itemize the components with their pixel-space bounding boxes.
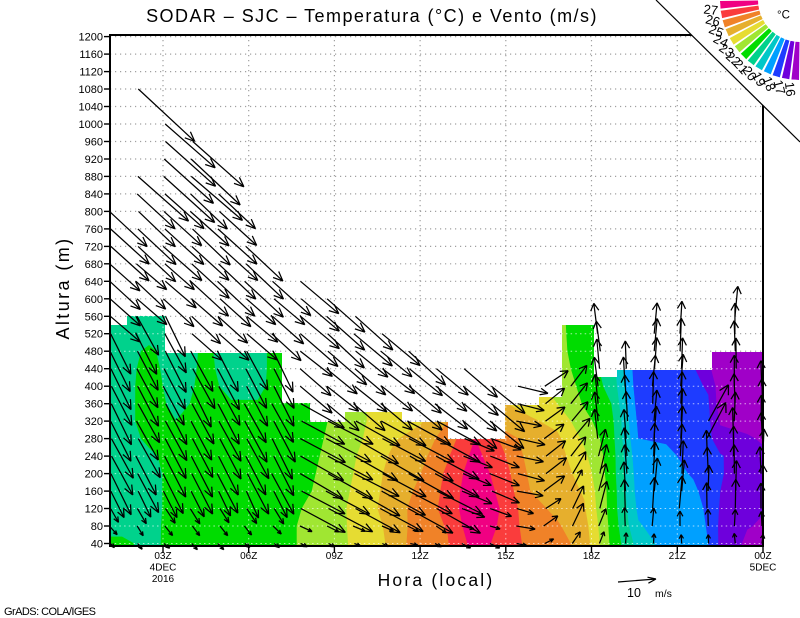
svg-text:200: 200 [85,469,103,481]
svg-text:40: 40 [91,539,103,551]
svg-text:160: 160 [85,486,103,498]
svg-text:280: 280 [85,434,103,446]
svg-text:23: 23 [716,40,736,61]
svg-text:1200: 1200 [79,32,103,44]
svg-text:320: 320 [85,416,103,428]
svg-text:960: 960 [85,137,103,149]
svg-text:4DEC: 4DEC [150,563,177,574]
svg-text:06Z: 06Z [240,551,257,562]
svg-text:680: 680 [85,259,103,271]
svg-text:09Z: 09Z [326,551,343,562]
svg-text:480: 480 [85,346,103,358]
svg-text:1120: 1120 [79,67,103,79]
svg-text:360: 360 [85,399,103,411]
svg-text:24: 24 [711,31,731,51]
svg-text:880: 880 [85,171,103,183]
svg-text:1040: 1040 [79,102,103,114]
svg-text:19: 19 [749,69,769,89]
svg-text:560: 560 [85,311,103,323]
svg-text:920: 920 [85,154,103,166]
svg-text:2016: 2016 [152,574,175,585]
svg-text:m/s: m/s [655,588,672,600]
svg-text:18Z: 18Z [583,551,600,562]
svg-text:5DEC: 5DEC [750,563,777,574]
svg-text:03Z: 03Z [154,551,171,562]
svg-text:18: 18 [760,74,779,93]
svg-text:15Z: 15Z [497,551,514,562]
svg-text:840: 840 [85,189,103,201]
svg-text:240: 240 [85,451,103,463]
svg-text:GrADS: COLA/IGES: GrADS: COLA/IGES [4,606,96,618]
svg-text:440: 440 [85,364,103,376]
svg-text:80: 80 [91,521,103,533]
svg-text:640: 640 [85,276,103,288]
svg-text:17: 17 [771,78,789,96]
svg-text:760: 760 [85,224,103,236]
svg-text:800: 800 [85,206,103,218]
svg-text:120: 120 [85,504,103,516]
svg-text:12Z: 12Z [411,551,428,562]
svg-text:600: 600 [85,294,103,306]
svg-text:16: 16 [782,81,799,97]
svg-text:10: 10 [627,586,641,600]
svg-text:27: 27 [703,1,719,18]
svg-text:720: 720 [85,241,103,253]
svg-text:20: 20 [739,63,760,83]
svg-text:SODAR – SJC – Temperatura (°C): SODAR – SJC – Temperatura (°C) e Vento (… [146,6,598,26]
svg-text:1160: 1160 [79,49,103,61]
svg-text:Hora (local): Hora (local) [378,570,495,590]
svg-text:1080: 1080 [79,84,103,96]
svg-text:26: 26 [704,11,722,29]
svg-text:25: 25 [707,21,726,40]
svg-text:00Z: 00Z [754,551,771,562]
svg-text:1000: 1000 [79,119,103,131]
svg-text:520: 520 [85,329,103,341]
svg-text:°C: °C [777,10,790,22]
svg-text:400: 400 [85,381,103,393]
svg-text:21Z: 21Z [669,551,686,562]
svg-text:Altura (m): Altura (m) [53,236,73,339]
